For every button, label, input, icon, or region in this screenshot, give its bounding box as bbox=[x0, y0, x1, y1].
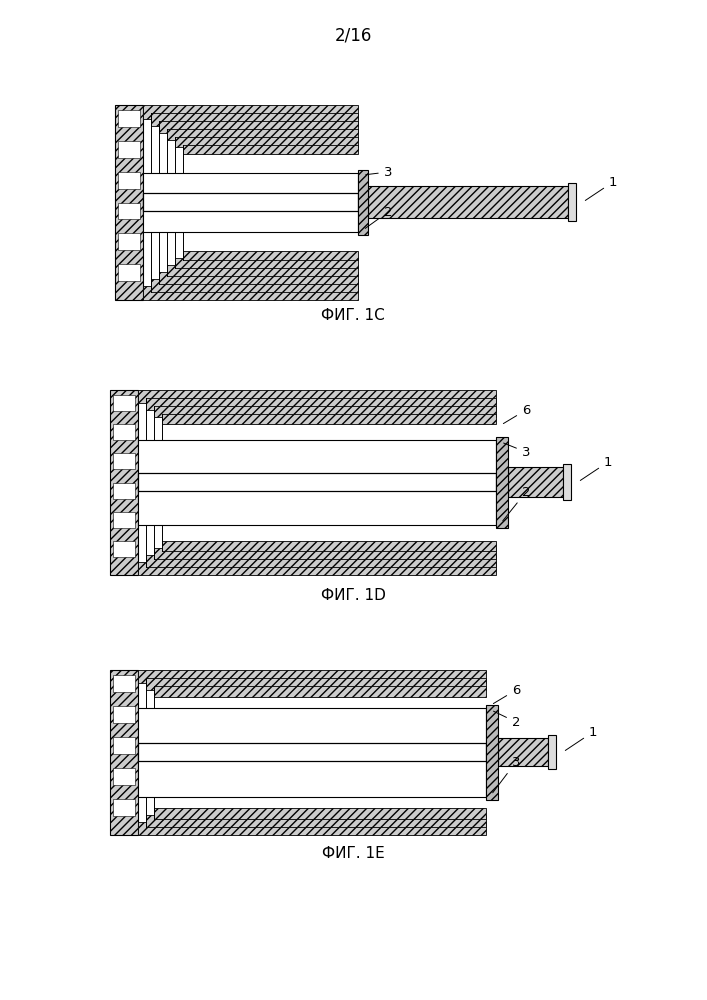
Text: ФИГ. 1E: ФИГ. 1E bbox=[322, 846, 385, 860]
Bar bbox=[498, 738, 548, 766]
Bar bbox=[146, 678, 486, 690]
Bar bbox=[368, 186, 568, 218]
Bar bbox=[568, 183, 576, 221]
Bar bbox=[113, 675, 135, 692]
Bar bbox=[118, 202, 140, 219]
Bar bbox=[154, 406, 496, 417]
Bar bbox=[138, 440, 496, 525]
Bar bbox=[146, 398, 496, 410]
Bar bbox=[486, 705, 498, 800]
Bar bbox=[143, 105, 358, 119]
Bar bbox=[143, 193, 358, 211]
Bar bbox=[358, 170, 368, 235]
Text: 1: 1 bbox=[580, 456, 612, 480]
Bar bbox=[143, 286, 358, 300]
Text: 6: 6 bbox=[503, 403, 530, 424]
Bar bbox=[113, 483, 135, 499]
Bar bbox=[138, 390, 496, 403]
Bar bbox=[159, 272, 358, 284]
Bar bbox=[138, 670, 486, 683]
Bar bbox=[138, 708, 486, 797]
Bar bbox=[154, 548, 496, 559]
Bar bbox=[146, 555, 496, 567]
Bar bbox=[113, 512, 135, 528]
Bar bbox=[118, 141, 140, 158]
Bar bbox=[167, 129, 358, 140]
Bar bbox=[113, 541, 135, 557]
Bar bbox=[138, 743, 486, 761]
Text: 3: 3 bbox=[493, 756, 520, 793]
Text: 1: 1 bbox=[566, 726, 597, 750]
Bar bbox=[113, 799, 135, 816]
Bar bbox=[118, 264, 140, 281]
Text: 2: 2 bbox=[503, 486, 530, 521]
Bar bbox=[118, 172, 140, 189]
Bar bbox=[175, 258, 358, 268]
Text: 6: 6 bbox=[493, 684, 520, 704]
Text: ФИГ. 1C: ФИГ. 1C bbox=[321, 308, 385, 322]
Bar bbox=[496, 437, 508, 528]
Bar bbox=[548, 735, 556, 769]
Text: 2: 2 bbox=[366, 206, 392, 228]
Bar bbox=[162, 414, 496, 424]
Text: 1: 1 bbox=[585, 176, 617, 200]
Text: 2: 2 bbox=[493, 711, 520, 728]
Bar bbox=[113, 706, 135, 723]
Bar bbox=[143, 173, 358, 232]
Bar bbox=[138, 562, 496, 575]
Bar bbox=[118, 233, 140, 250]
Bar bbox=[115, 105, 143, 300]
Bar bbox=[138, 473, 496, 491]
Bar bbox=[162, 541, 496, 551]
Text: 3: 3 bbox=[366, 165, 392, 178]
Bar bbox=[183, 145, 358, 154]
Text: 2/16: 2/16 bbox=[334, 26, 372, 44]
Bar bbox=[167, 265, 358, 276]
Bar bbox=[113, 768, 135, 785]
Bar bbox=[154, 808, 486, 819]
Text: 3: 3 bbox=[503, 443, 530, 458]
Bar bbox=[154, 686, 486, 697]
Text: ФИГ. 1D: ФИГ. 1D bbox=[320, 587, 385, 602]
Bar bbox=[113, 737, 135, 754]
Bar bbox=[110, 670, 138, 835]
Bar bbox=[118, 110, 140, 127]
Bar bbox=[138, 822, 486, 835]
Bar bbox=[508, 467, 563, 497]
Bar bbox=[146, 815, 486, 827]
Bar bbox=[183, 251, 358, 260]
Bar bbox=[175, 137, 358, 147]
Bar bbox=[563, 464, 571, 500]
Bar bbox=[113, 424, 135, 440]
Bar bbox=[113, 395, 135, 411]
Bar bbox=[110, 390, 138, 575]
Bar bbox=[159, 121, 358, 133]
Bar bbox=[151, 113, 358, 126]
Bar bbox=[113, 453, 135, 469]
Bar bbox=[151, 279, 358, 292]
